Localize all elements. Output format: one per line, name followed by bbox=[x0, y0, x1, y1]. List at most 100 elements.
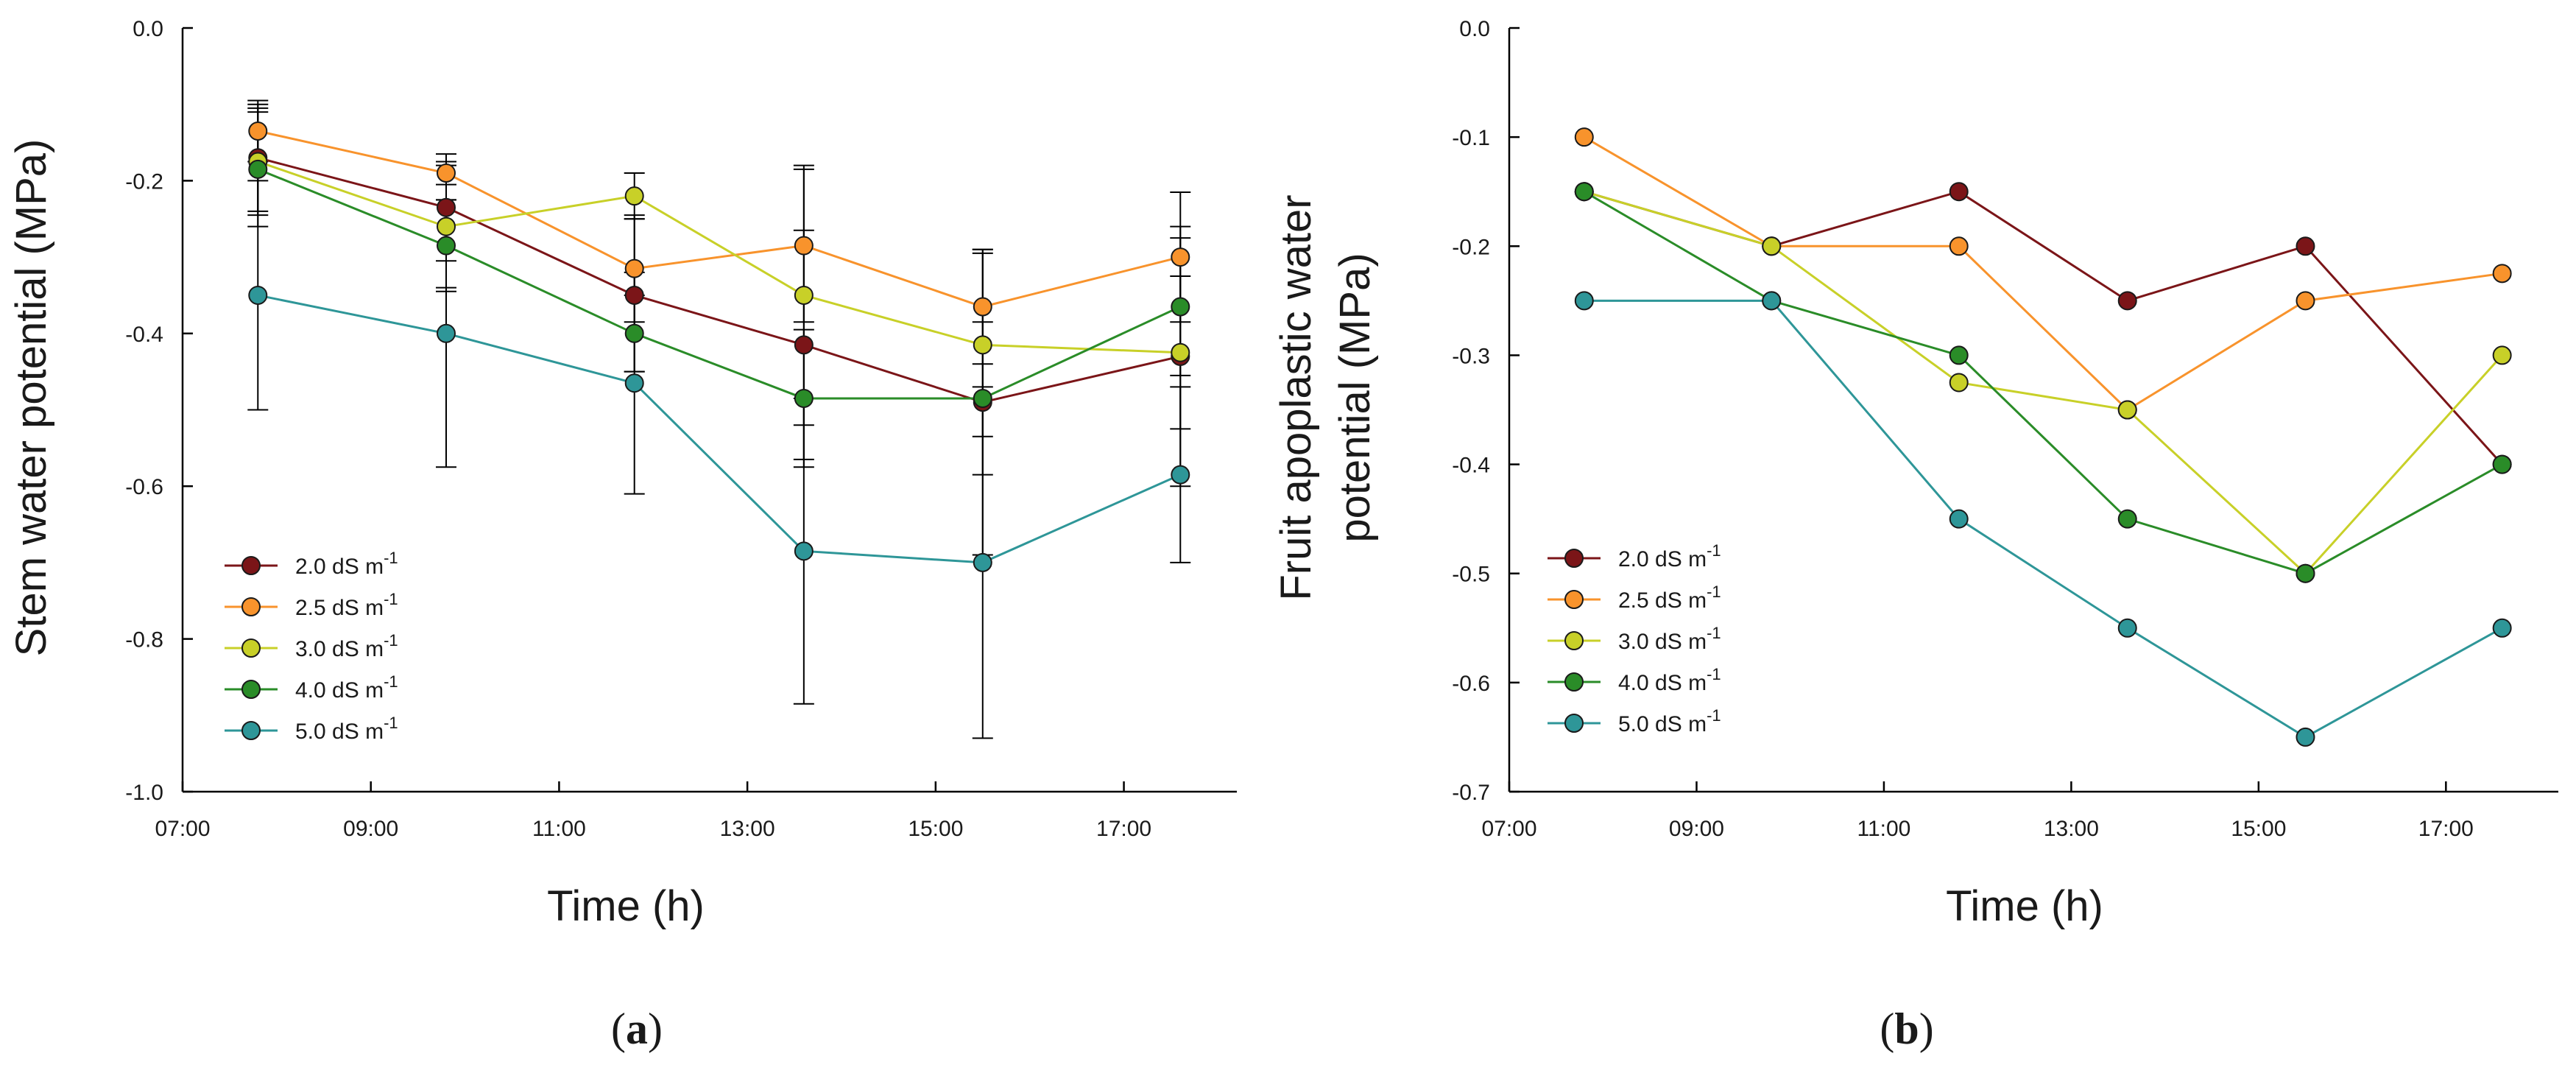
panel-b-data-point bbox=[1574, 182, 1594, 202]
panel-a-legend-label: 2.5 dS m-1 bbox=[295, 590, 398, 620]
panel-b-data-point bbox=[2117, 618, 2137, 638]
panel-b-y-tick-label: 0.0 bbox=[1459, 17, 1490, 41]
panel-a-y-axis-title: Stem water potential (MPa) bbox=[7, 139, 55, 657]
panel-b-letter: b bbox=[1894, 1005, 1919, 1053]
panel-a-x-tick-label: 11:00 bbox=[532, 817, 586, 841]
panel-a-x-tick-label: 17:00 bbox=[1096, 817, 1151, 841]
panel-b-series-line bbox=[1584, 299, 2503, 739]
panel-a-x-tick-label: 09:00 bbox=[343, 817, 398, 841]
panel-b-legend: 2.0 dS m-1 2.5 dS m-1 3.0 dS m-1 4.0 dS m-1… bbox=[1548, 541, 1721, 736]
panel-b-legend-marker bbox=[1564, 549, 1584, 568]
panel-a-data-point bbox=[973, 388, 992, 408]
panel-b-data-point bbox=[2492, 618, 2512, 638]
panel-b-y-tick-label: -0.6 bbox=[1452, 672, 1490, 696]
panel-a-legend-marker bbox=[241, 721, 261, 740]
panel-a-data-point bbox=[437, 323, 456, 343]
panel-b-legend-marker bbox=[1564, 714, 1584, 733]
panel-b-legend-marker bbox=[1564, 590, 1584, 609]
panel-b-data-point bbox=[1949, 509, 1969, 529]
panel-a-legend-marker bbox=[241, 556, 261, 575]
panel-a-y-tick-label: -1.0 bbox=[125, 781, 163, 805]
panel-a-data-point bbox=[794, 285, 814, 305]
panel-b-y-tick-label: -0.1 bbox=[1452, 126, 1490, 150]
panel-b-data-point bbox=[2296, 236, 2315, 256]
panel-b-legend-label: 2.5 dS m-1 bbox=[1618, 583, 1721, 613]
panel-b-data-point bbox=[1574, 127, 1594, 147]
panel-b-y-tick-label: -0.7 bbox=[1452, 781, 1490, 805]
panel-b-y-tick-label: -0.3 bbox=[1452, 344, 1490, 368]
panel-b-data-point bbox=[1949, 182, 1969, 202]
panel-b-x-tick-label: 07:00 bbox=[1481, 817, 1536, 841]
panel-a-data-point bbox=[624, 323, 644, 343]
panel-a-data-point bbox=[437, 236, 456, 256]
panel-a-data-point bbox=[624, 258, 644, 278]
panel-b-y-tick-label: -0.2 bbox=[1452, 235, 1490, 259]
panel-b-y-tick-label: -0.5 bbox=[1452, 563, 1490, 587]
panel-a-legend: 2.0 dS m-1 2.5 dS m-1 3.0 dS m-1 4.0 dS m-1… bbox=[225, 549, 398, 744]
panel-a-letter: a bbox=[626, 1005, 648, 1053]
panel-b-x-tick-label: 15:00 bbox=[2231, 817, 2286, 841]
panel-b-data-point bbox=[2117, 400, 2137, 420]
panel-a-data-point bbox=[248, 285, 268, 305]
panel-b-y-axis-title-line2: potential (MPa) bbox=[1331, 253, 1379, 542]
panel-b-data-point bbox=[2492, 454, 2512, 474]
panel-b-data-point bbox=[2117, 291, 2137, 311]
panel-a-data-point bbox=[973, 552, 992, 572]
panel-a-y-tick-label: 0.0 bbox=[133, 17, 163, 41]
panel-a-data-point bbox=[248, 159, 268, 179]
panel-a-y-tick-label: -0.6 bbox=[125, 475, 163, 499]
panel-b-x-axis-title: Time (h) bbox=[1946, 882, 2103, 930]
panel-b-legend-label: 2.0 dS m-1 bbox=[1618, 541, 1721, 571]
panel-a-data-point bbox=[437, 163, 456, 183]
panel-b-data-point bbox=[2492, 345, 2512, 365]
panel-b-data-point bbox=[1949, 373, 1969, 393]
panel-a-data-point bbox=[624, 186, 644, 206]
panel-a-legend-label: 4.0 dS m-1 bbox=[295, 672, 398, 703]
panel-b-data-point bbox=[1574, 291, 1594, 311]
panel-b-data-point bbox=[1949, 345, 1969, 365]
panel-b-data-point bbox=[1762, 236, 1782, 256]
panel-a-legend-label: 2.0 dS m-1 bbox=[295, 549, 398, 579]
panel-a-y-tick-label: -0.8 bbox=[125, 628, 163, 652]
panel-a-data-point bbox=[1171, 465, 1190, 485]
panel-a-series-line bbox=[257, 156, 1181, 404]
panel-a-series-line bbox=[257, 168, 1181, 400]
panel-b-series-line bbox=[1584, 136, 2502, 412]
panel-b-data-point bbox=[2117, 509, 2137, 529]
panel-b-data-point bbox=[1762, 291, 1782, 311]
panel-a-data-point bbox=[794, 541, 814, 561]
panel-a-y-tick-label: -0.4 bbox=[125, 323, 163, 347]
panel-b-series-line bbox=[1584, 190, 2503, 575]
panel-a-series-line bbox=[257, 294, 1181, 564]
panel-a-legend-label: 3.0 dS m-1 bbox=[295, 631, 398, 661]
panel-a-data-point bbox=[1171, 247, 1190, 267]
panel-a-data-point bbox=[624, 373, 644, 393]
panel-a-data-point bbox=[624, 285, 644, 305]
panel-a-label: (a) bbox=[611, 1005, 663, 1053]
panel-b-y-tick-label: -0.4 bbox=[1452, 454, 1490, 478]
panel-b-legend-marker bbox=[1564, 631, 1584, 650]
panel-a-data-point bbox=[1171, 342, 1190, 362]
panel-a-data-point bbox=[794, 335, 814, 355]
panel-b-data-point bbox=[2296, 291, 2315, 311]
panel-a-series-line bbox=[257, 161, 1181, 354]
panel-a-legend-label: 5.0 dS m-1 bbox=[295, 714, 398, 744]
panel-a-data-point bbox=[1171, 297, 1190, 317]
panel-b-chart: 0.0 -0.1 -0.2 -0.3 -0.4 -0.5 -0.6 -0.7 07:00 09:0… bbox=[1272, 17, 2558, 1053]
panel-b-series-line bbox=[1584, 190, 2503, 575]
panel-b-label: (b) bbox=[1880, 1005, 1933, 1053]
panel-a-x-axis-title: Time (h) bbox=[547, 882, 705, 930]
panel-a-y-tick-label: -0.2 bbox=[125, 169, 163, 194]
panel-a-data-point bbox=[248, 121, 268, 141]
panel-b-x-tick-label: 11:00 bbox=[1857, 817, 1910, 841]
panel-b-x-tick-label: 17:00 bbox=[2418, 817, 2474, 841]
panel-a-data-point bbox=[437, 197, 456, 217]
panel-b-legend-label: 3.0 dS m-1 bbox=[1618, 624, 1721, 654]
panel-a-data-point bbox=[437, 217, 456, 236]
panel-a-legend-marker bbox=[241, 680, 261, 699]
panel-b-legend-marker bbox=[1564, 672, 1584, 692]
panel-b-legend-label: 4.0 dS m-1 bbox=[1618, 665, 1721, 695]
panel-b-y-axis-title-line1: Fruit apoplastic water bbox=[1272, 194, 1320, 600]
panel-a-legend-marker bbox=[241, 597, 261, 616]
